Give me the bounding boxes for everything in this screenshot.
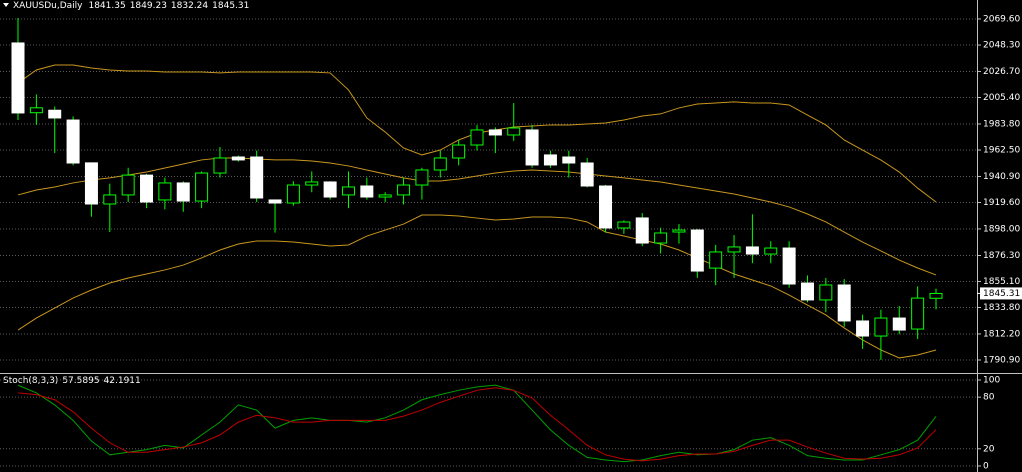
y-tick-label: 1919.60 (983, 198, 1020, 208)
candle-body (635, 217, 649, 244)
candle-body (525, 129, 539, 166)
ohlc-low: 1832.24 (171, 1, 208, 11)
candle-body (856, 320, 870, 337)
candle-body (195, 172, 209, 202)
candle-body (892, 317, 906, 331)
candle-body (709, 251, 723, 269)
price-label-box (980, 287, 1022, 300)
candle-body (415, 169, 429, 186)
candle-body (782, 247, 796, 285)
y-tick-label: 1876.30 (983, 251, 1020, 261)
candle-body (140, 174, 154, 203)
y-tick-label: 80 (983, 393, 995, 403)
candle-body (819, 284, 833, 301)
y-tick-label: 2005.40 (983, 93, 1020, 103)
candle-body (66, 119, 80, 164)
stoch-line (17, 387, 937, 462)
candle-body (654, 232, 668, 244)
menu-triangle[interactable] (3, 3, 9, 7)
candle-body (672, 229, 686, 233)
candle-body (231, 156, 245, 161)
main-header: XAUUSDu,Daily 1841.35 1849.23 1832.24 1845.3… (13, 1, 249, 11)
y-tick-label: 2069.60 (983, 14, 1020, 24)
candle-body (507, 127, 521, 136)
y-tick-label: 1962.50 (983, 146, 1020, 156)
stoch-name: Stoch(8,3,3) (3, 376, 58, 386)
candle-body (286, 184, 300, 204)
candle-body (378, 194, 392, 198)
y-tick-label: 1898.00 (983, 224, 1020, 234)
candle-body (84, 162, 98, 205)
candle-body (727, 246, 741, 253)
y-tick-label: 1940.90 (983, 172, 1020, 182)
candle-body (305, 181, 319, 186)
candle-body (562, 156, 576, 164)
ohlc-high: 1849.23 (130, 1, 167, 11)
candle-body (29, 107, 43, 114)
y-tick-label: 1833.80 (983, 303, 1020, 313)
candle-body (121, 174, 135, 196)
candle-body (488, 129, 502, 136)
candle-body (158, 182, 172, 201)
y-tick-label: 0 (983, 461, 989, 471)
bollinger-band (17, 214, 937, 359)
y-tick-label: 1812.20 (983, 329, 1020, 339)
candle-body (874, 317, 888, 337)
bollinger-band (17, 157, 937, 276)
candle-body (360, 185, 374, 198)
candle-body (543, 154, 557, 166)
stoch-signal: 42.1911 (104, 376, 141, 386)
ohlc-close: 1845.31 (212, 1, 249, 11)
candle-body (745, 246, 759, 255)
stoch-main: 57.5895 (62, 376, 99, 386)
candle-body (911, 297, 925, 330)
candle-body (452, 144, 466, 159)
candle-body (929, 292, 943, 299)
candle-body (268, 199, 282, 204)
candle-body (341, 186, 355, 196)
candle-body (580, 162, 594, 187)
y-tick-label: 1855.10 (983, 277, 1020, 287)
candle-body (690, 229, 704, 272)
candle-body (48, 109, 62, 119)
candle-body (397, 184, 411, 196)
y-tick-label: 2048.30 (983, 41, 1020, 51)
ohlc-open: 1841.35 (88, 1, 125, 11)
candle-body (837, 284, 851, 322)
candle-body (599, 185, 613, 229)
candle-body (323, 181, 337, 198)
stoch-line (17, 384, 937, 463)
candle-body (433, 157, 447, 171)
candle-body (176, 182, 190, 202)
candle-body (617, 221, 631, 229)
symbol: XAUUSDu,Daily (13, 1, 83, 11)
y-tick-label: 2026.70 (983, 67, 1020, 77)
candle-body (213, 157, 227, 174)
candle-body (764, 247, 778, 255)
y-tick-label: 20 (983, 444, 995, 454)
candle-body (250, 156, 264, 199)
y-tick-label: 1983.80 (983, 119, 1020, 129)
candle-body (470, 129, 484, 146)
candle-body (800, 282, 814, 301)
y-tick-label: 100 (983, 375, 1000, 385)
stoch-header: Stoch(8,3,3) 57.5895 42.1911 (3, 376, 141, 386)
candle-body (11, 42, 25, 114)
y-tick-label: 1790.90 (983, 356, 1020, 366)
price-label: 1845.31 (983, 289, 1020, 299)
candle-body (103, 194, 117, 205)
